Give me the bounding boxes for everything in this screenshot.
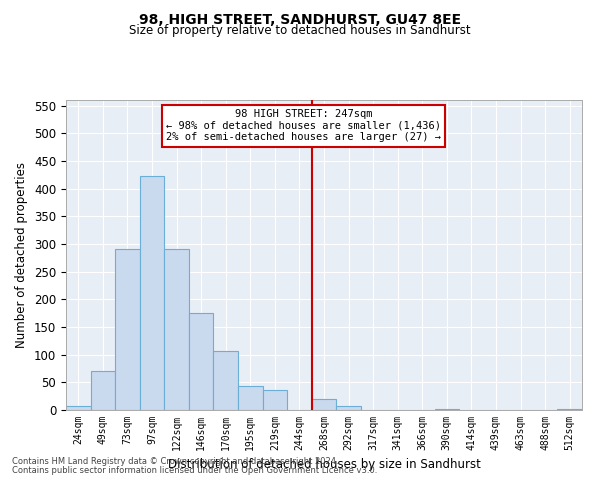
Text: 98, HIGH STREET, SANDHURST, GU47 8EE: 98, HIGH STREET, SANDHURST, GU47 8EE — [139, 12, 461, 26]
Bar — [164, 249, 189, 410]
Bar — [434, 409, 459, 410]
Bar — [140, 176, 164, 410]
Bar — [263, 390, 287, 410]
Text: Contains HM Land Registry data © Crown copyright and database right 2024.: Contains HM Land Registry data © Crown c… — [12, 457, 338, 466]
Y-axis label: Number of detached properties: Number of detached properties — [16, 162, 28, 348]
Bar — [336, 406, 361, 410]
Text: 98 HIGH STREET: 247sqm
← 98% of detached houses are smaller (1,436)
2% of semi-d: 98 HIGH STREET: 247sqm ← 98% of detached… — [166, 110, 441, 142]
Text: Size of property relative to detached houses in Sandhurst: Size of property relative to detached ho… — [129, 24, 471, 37]
Bar — [66, 406, 91, 410]
Bar — [312, 399, 336, 410]
Bar — [214, 352, 238, 410]
Bar — [91, 371, 115, 410]
Bar — [189, 313, 214, 410]
Bar — [115, 249, 140, 410]
Text: Contains public sector information licensed under the Open Government Licence v3: Contains public sector information licen… — [12, 466, 377, 475]
Bar — [557, 409, 582, 410]
X-axis label: Distribution of detached houses by size in Sandhurst: Distribution of detached houses by size … — [167, 458, 481, 471]
Bar — [238, 386, 263, 410]
